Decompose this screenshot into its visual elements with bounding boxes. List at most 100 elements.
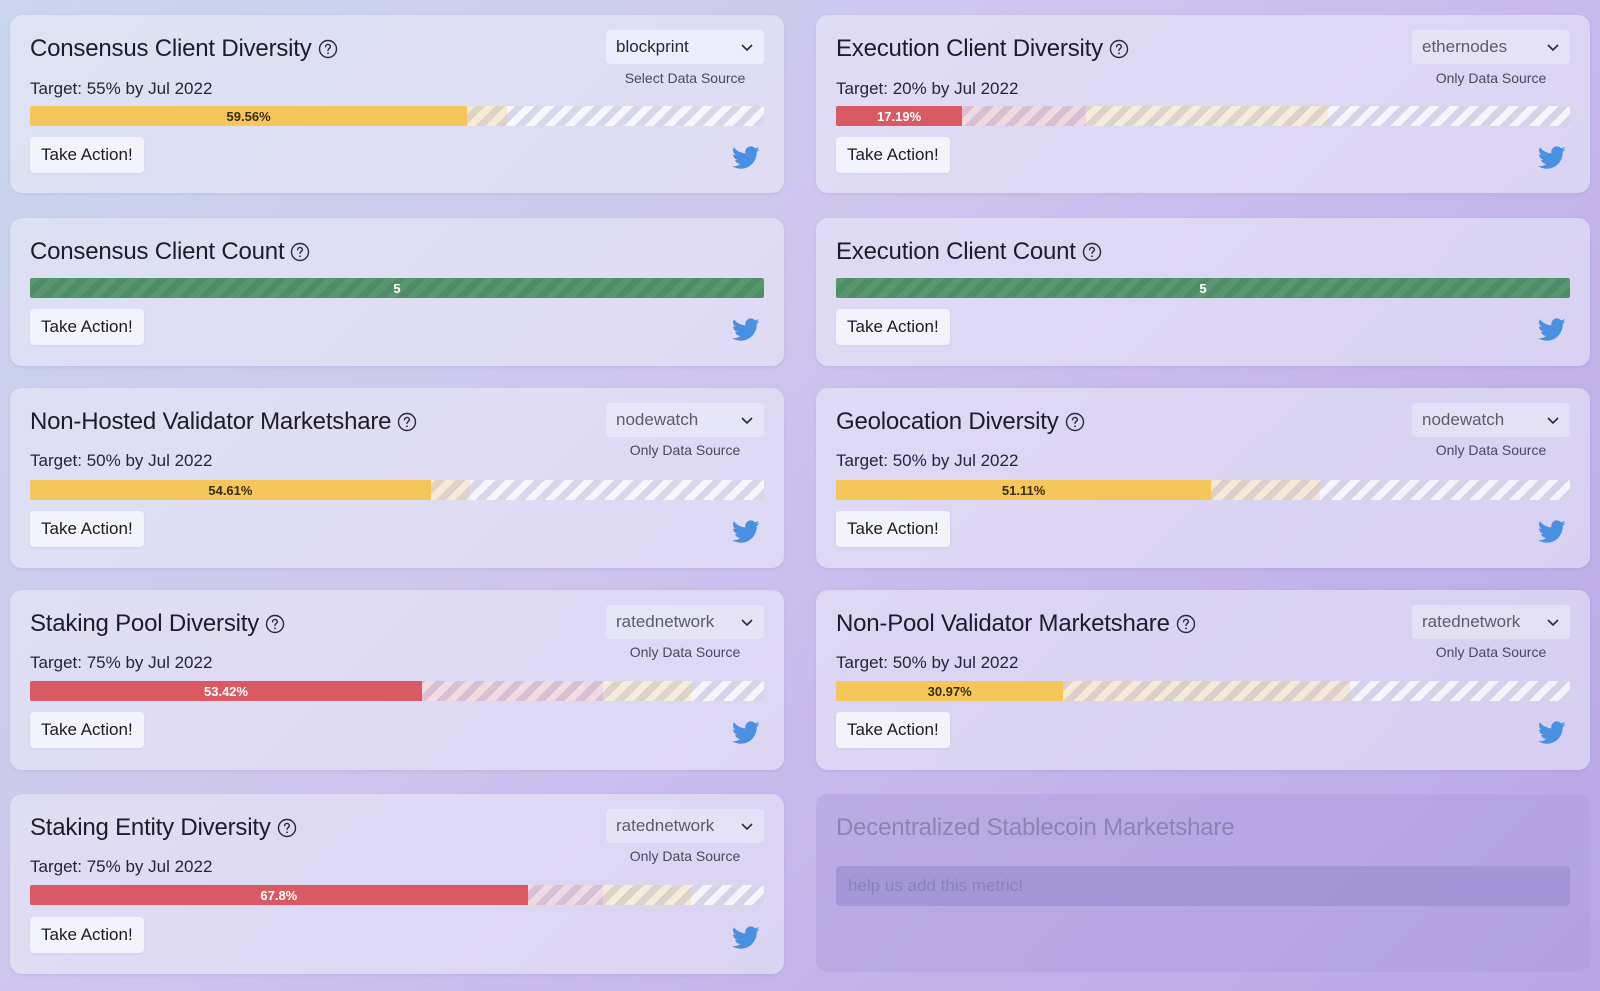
chevron-down-icon bbox=[741, 44, 753, 52]
progress-bar: 59.56% bbox=[30, 106, 764, 126]
take-action-button[interactable]: Take Action! bbox=[836, 309, 950, 345]
progress-fill: 30.97% bbox=[836, 681, 1064, 701]
data-source-select[interactable]: ethernodes bbox=[1412, 30, 1570, 64]
card-consensus-client-count: Consensus Client Count 5 Take Action! bbox=[10, 218, 784, 366]
question-circle-icon[interactable] bbox=[1109, 39, 1129, 59]
card-title-text: Non-Hosted Validator Marketshare bbox=[30, 408, 392, 435]
card-non-pool-validator-marketshare: Non-Pool Validator Marketshare ratednetw… bbox=[816, 590, 1590, 770]
question-circle-icon[interactable] bbox=[1082, 242, 1102, 262]
take-action-button[interactable]: Take Action! bbox=[30, 309, 144, 345]
take-action-button[interactable]: Take Action! bbox=[836, 712, 950, 748]
progress-fill: 5 bbox=[30, 278, 764, 298]
card-title: Staking Pool Diversity bbox=[30, 610, 285, 638]
chevron-down-icon bbox=[741, 823, 753, 831]
progress-bar: 54.61% bbox=[30, 480, 764, 500]
target-text: Target: 75% by Jul 2022 bbox=[30, 653, 213, 672]
progress-value: 53.42% bbox=[204, 683, 249, 699]
add-metric-field[interactable]: help us add this metric! bbox=[836, 866, 1570, 906]
data-source-select[interactable]: ratednetwork bbox=[606, 605, 764, 639]
question-circle-icon[interactable] bbox=[265, 614, 285, 634]
progress-bar: 53.42% bbox=[30, 681, 764, 701]
data-source-label: Select Data Source bbox=[624, 70, 746, 86]
progress-bar: 5 bbox=[30, 278, 764, 298]
data-source-select[interactable]: ratednetwork bbox=[1412, 605, 1570, 639]
twitter-icon[interactable] bbox=[1538, 721, 1566, 745]
twitter-icon[interactable] bbox=[1538, 520, 1566, 544]
twitter-icon[interactable] bbox=[732, 146, 760, 170]
card-staking-entity-diversity: Staking Entity Diversity ratednetwork On… bbox=[10, 794, 784, 974]
card-title-text: Execution Client Count bbox=[836, 238, 1076, 265]
take-action-button[interactable]: Take Action! bbox=[30, 511, 144, 547]
card-title-text: Non-Pool Validator Marketshare bbox=[836, 610, 1170, 637]
card-title-text: Staking Entity Diversity bbox=[30, 814, 271, 841]
chevron-down-icon bbox=[1547, 44, 1559, 52]
take-action-button[interactable]: Take Action! bbox=[30, 712, 144, 748]
progress-fill: 17.19% bbox=[836, 106, 963, 126]
question-circle-icon[interactable] bbox=[277, 818, 297, 838]
twitter-icon[interactable] bbox=[1538, 318, 1566, 342]
data-source-select[interactable]: ratednetwork bbox=[606, 809, 764, 843]
card-title-text: Geolocation Diversity bbox=[836, 408, 1059, 435]
data-source-label: Only Data Source bbox=[1435, 644, 1547, 660]
card-title: Consensus Client Count bbox=[30, 238, 310, 266]
progress-value: 17.19% bbox=[877, 108, 922, 124]
twitter-icon[interactable] bbox=[1538, 146, 1566, 170]
data-source-label: Only Data Source bbox=[629, 644, 741, 660]
card-consensus-client-diversity: Consensus Client Diversity blockprint Se… bbox=[10, 15, 784, 193]
take-action-button[interactable]: Take Action! bbox=[836, 511, 950, 547]
target-text: Target: 20% by Jul 2022 bbox=[836, 79, 1019, 98]
chevron-down-icon bbox=[741, 619, 753, 627]
card-title-text: Decentralized Stablecoin Marketshare bbox=[836, 814, 1235, 841]
card-title-text: Consensus Client Diversity bbox=[30, 35, 312, 62]
card-title: Non-Pool Validator Marketshare bbox=[836, 610, 1196, 638]
warning-zone bbox=[1085, 106, 1328, 126]
data-source-select[interactable]: blockprint bbox=[606, 30, 764, 64]
progress-bar: 67.8% bbox=[30, 885, 764, 905]
data-source-select[interactable]: nodewatch bbox=[606, 403, 764, 437]
data-source-value: ratednetwork bbox=[616, 816, 715, 835]
question-circle-icon[interactable] bbox=[1065, 412, 1085, 432]
card-staking-pool-diversity: Staking Pool Diversity ratednetwork Only… bbox=[10, 590, 784, 770]
card-title: Execution Client Diversity bbox=[836, 35, 1129, 63]
question-circle-icon[interactable] bbox=[318, 39, 338, 59]
progress-value: 59.56% bbox=[226, 108, 271, 124]
card-title: Decentralized Stablecoin Marketshare bbox=[836, 814, 1235, 842]
progress-fill: 54.61% bbox=[30, 480, 431, 500]
progress-bar: 5 bbox=[836, 278, 1570, 298]
card-geolocation-diversity: Geolocation Diversity nodewatch Only Dat… bbox=[816, 388, 1590, 568]
chevron-down-icon bbox=[1547, 619, 1559, 627]
progress-bar: 51.11% bbox=[836, 480, 1570, 500]
take-action-button[interactable]: Take Action! bbox=[836, 137, 950, 173]
card-title: Execution Client Count bbox=[836, 238, 1102, 266]
twitter-icon[interactable] bbox=[732, 520, 760, 544]
warning-zone bbox=[602, 885, 691, 905]
progress-value: 5 bbox=[1199, 280, 1207, 296]
question-circle-icon[interactable] bbox=[1176, 614, 1196, 634]
question-circle-icon[interactable] bbox=[290, 242, 310, 262]
take-action-button[interactable]: Take Action! bbox=[30, 137, 144, 173]
data-source-value: nodewatch bbox=[1422, 410, 1505, 429]
chevron-down-icon bbox=[741, 417, 753, 425]
question-circle-icon[interactable] bbox=[397, 412, 417, 432]
data-source-label: Only Data Source bbox=[629, 848, 741, 864]
progress-value: 51.11% bbox=[1001, 482, 1046, 498]
twitter-icon[interactable] bbox=[732, 721, 760, 745]
target-text: Target: 50% by Jul 2022 bbox=[30, 451, 213, 470]
card-execution-client-count: Execution Client Count 5 Take Action! bbox=[816, 218, 1590, 366]
data-source-select[interactable]: nodewatch bbox=[1412, 403, 1570, 437]
take-action-button[interactable]: Take Action! bbox=[30, 917, 144, 953]
card-title: Geolocation Diversity bbox=[836, 408, 1085, 436]
progress-value: 30.97% bbox=[927, 683, 972, 699]
data-source-value: ratednetwork bbox=[616, 612, 715, 631]
progress-fill: 67.8% bbox=[30, 885, 528, 905]
data-source-label: Only Data Source bbox=[1435, 442, 1547, 458]
target-text: Target: 50% by Jul 2022 bbox=[836, 653, 1019, 672]
twitter-icon[interactable] bbox=[732, 318, 760, 342]
card-non-hosted-validator-marketshare: Non-Hosted Validator Marketshare nodewat… bbox=[10, 388, 784, 568]
progress-value: 54.61% bbox=[208, 482, 253, 498]
card-title: Consensus Client Diversity bbox=[30, 35, 338, 63]
data-source-value: ethernodes bbox=[1422, 37, 1508, 56]
progress-value: 5 bbox=[393, 280, 401, 296]
progress-fill: 53.42% bbox=[30, 681, 423, 701]
twitter-icon[interactable] bbox=[732, 926, 760, 950]
